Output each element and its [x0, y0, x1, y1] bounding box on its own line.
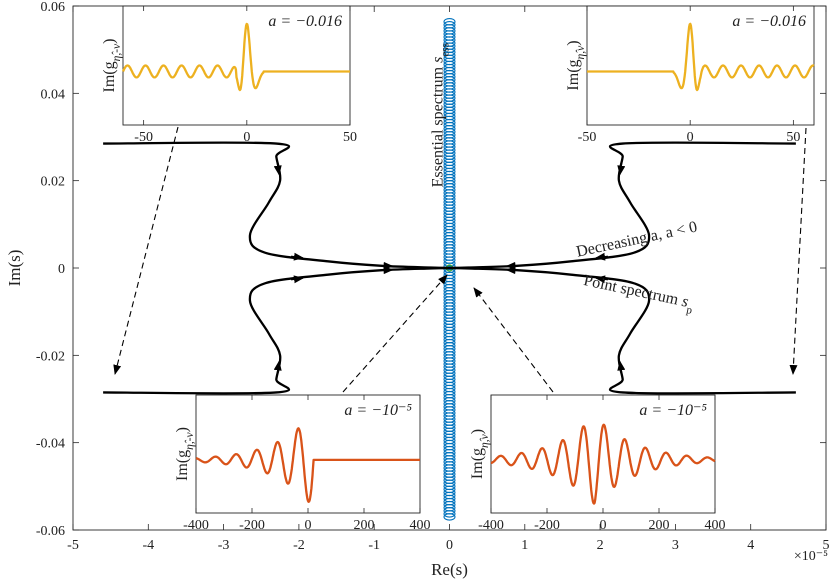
inset-curve: [490, 423, 716, 505]
y-tick-label: -0.04: [36, 437, 65, 452]
essential-spectrum-point: [443, 17, 456, 26]
inset-tick-label: -50: [134, 130, 153, 145]
point-spectrum-curve: [103, 141, 450, 270]
decreasing-a-label: Decreasing a, a < 0: [575, 218, 699, 260]
inset-leader-arrow: [342, 274, 448, 393]
inset-tick-label: 200: [354, 518, 375, 533]
point-spectrum-label: Point spectrum sp: [581, 272, 696, 317]
y-tick-label: 0.06: [41, 0, 66, 15]
inset-title: a = −0.016: [732, 13, 806, 30]
inset-tick-label: 0: [305, 518, 312, 533]
x-tick-label: -3: [218, 538, 230, 553]
x-tick-label: 5: [823, 538, 830, 553]
inset-curve: [121, 22, 351, 92]
x-tick-label: -1: [368, 538, 380, 553]
x-tick-label: -5: [67, 538, 79, 553]
inset-leader-arrow: [789, 127, 807, 375]
inset-tick-label: -200: [534, 518, 560, 533]
curve-direction-arrow: [290, 252, 304, 261]
inset-ylabel: Im(gη̂,-ν): [101, 39, 123, 93]
x-tick-label: 4: [747, 538, 754, 553]
inset-tick-label: 200: [649, 518, 670, 533]
inset-title: a = −10⁻⁵: [639, 402, 707, 419]
inset-tick-label: -400: [478, 518, 504, 533]
inset-tick-label: 400: [705, 518, 726, 533]
x-tick-label: -2: [293, 538, 305, 553]
curve-direction-arrow: [617, 162, 626, 176]
inset-tick-label: -50: [578, 130, 597, 145]
x-tick-label: 2: [597, 538, 604, 553]
x-tick-label: 3: [672, 538, 679, 553]
x-tick-label: 0: [446, 538, 453, 553]
inset-title: a = −10⁻⁵: [344, 402, 412, 419]
essential-spectrum-label: Essential spectrum sess: [430, 43, 452, 187]
x-axis-label: Re(s): [431, 560, 468, 579]
inset-right-small: -50 0 50 a = −0.016 Im(gη̂,ν): [565, 5, 815, 145]
inset-tick-label: 0: [600, 518, 607, 533]
y-tick-label: 0: [58, 262, 65, 277]
inset-tick-label: 0: [687, 130, 694, 145]
inset-leader-arrow: [473, 287, 554, 393]
inset-tick-label: -200: [239, 518, 265, 533]
inset-tick-label: 400: [410, 518, 431, 533]
y-tick-label: 0.02: [41, 175, 66, 190]
essential-spectrum-point: [443, 21, 456, 29]
inset-left-large: -400 -200 0 200 400 a = −10⁻⁵ Im(gη̂,-ν): [174, 394, 431, 533]
y-tick-label: 0.04: [41, 87, 66, 102]
inset-leader-arrow: [113, 126, 179, 375]
curve-direction-arrow: [273, 162, 282, 176]
inset-tick-label: -400: [183, 518, 209, 533]
curve-direction-arrow: [617, 360, 626, 374]
inset-tick-label: 50: [786, 130, 800, 145]
inset-right-large: -400 -200 0 200 400 a = −10⁻⁵ Im(gη̂,ν): [469, 394, 726, 533]
essential-spectrum: [443, 17, 456, 521]
inset-tick-label: 0: [243, 130, 250, 145]
x-tick-label: -4: [142, 538, 154, 553]
inset-title: a = −0.016: [268, 13, 342, 30]
inset-frame: [122, 5, 351, 126]
inset-curve: [195, 427, 421, 503]
inset-left-small: -50 0 50 a = −0.016 Im(gη̂,-ν): [101, 5, 357, 145]
inset-ylabel: Im(gη̂,ν): [565, 40, 587, 90]
y-tick-label: -0.02: [36, 349, 65, 364]
x-tick-label: 1: [521, 538, 528, 553]
inset-ylabel: Im(gη̂,ν): [469, 429, 491, 479]
curve-direction-arrow: [595, 275, 609, 284]
y-tick-label: -0.06: [36, 524, 65, 539]
inset-frame: [195, 394, 421, 514]
curve-direction-arrow: [595, 252, 609, 261]
curve-direction-arrow: [290, 275, 304, 284]
curve-direction-arrow: [273, 360, 282, 374]
x-exponent-label: ×10⁻⁵: [794, 549, 828, 564]
inset-ylabel: Im(gη̂,-ν): [174, 427, 196, 481]
inset-curve: [586, 22, 815, 92]
inset-frame: [490, 394, 716, 514]
y-axis-label: Im(s): [5, 250, 24, 287]
inset-tick-label: 50: [343, 130, 357, 145]
